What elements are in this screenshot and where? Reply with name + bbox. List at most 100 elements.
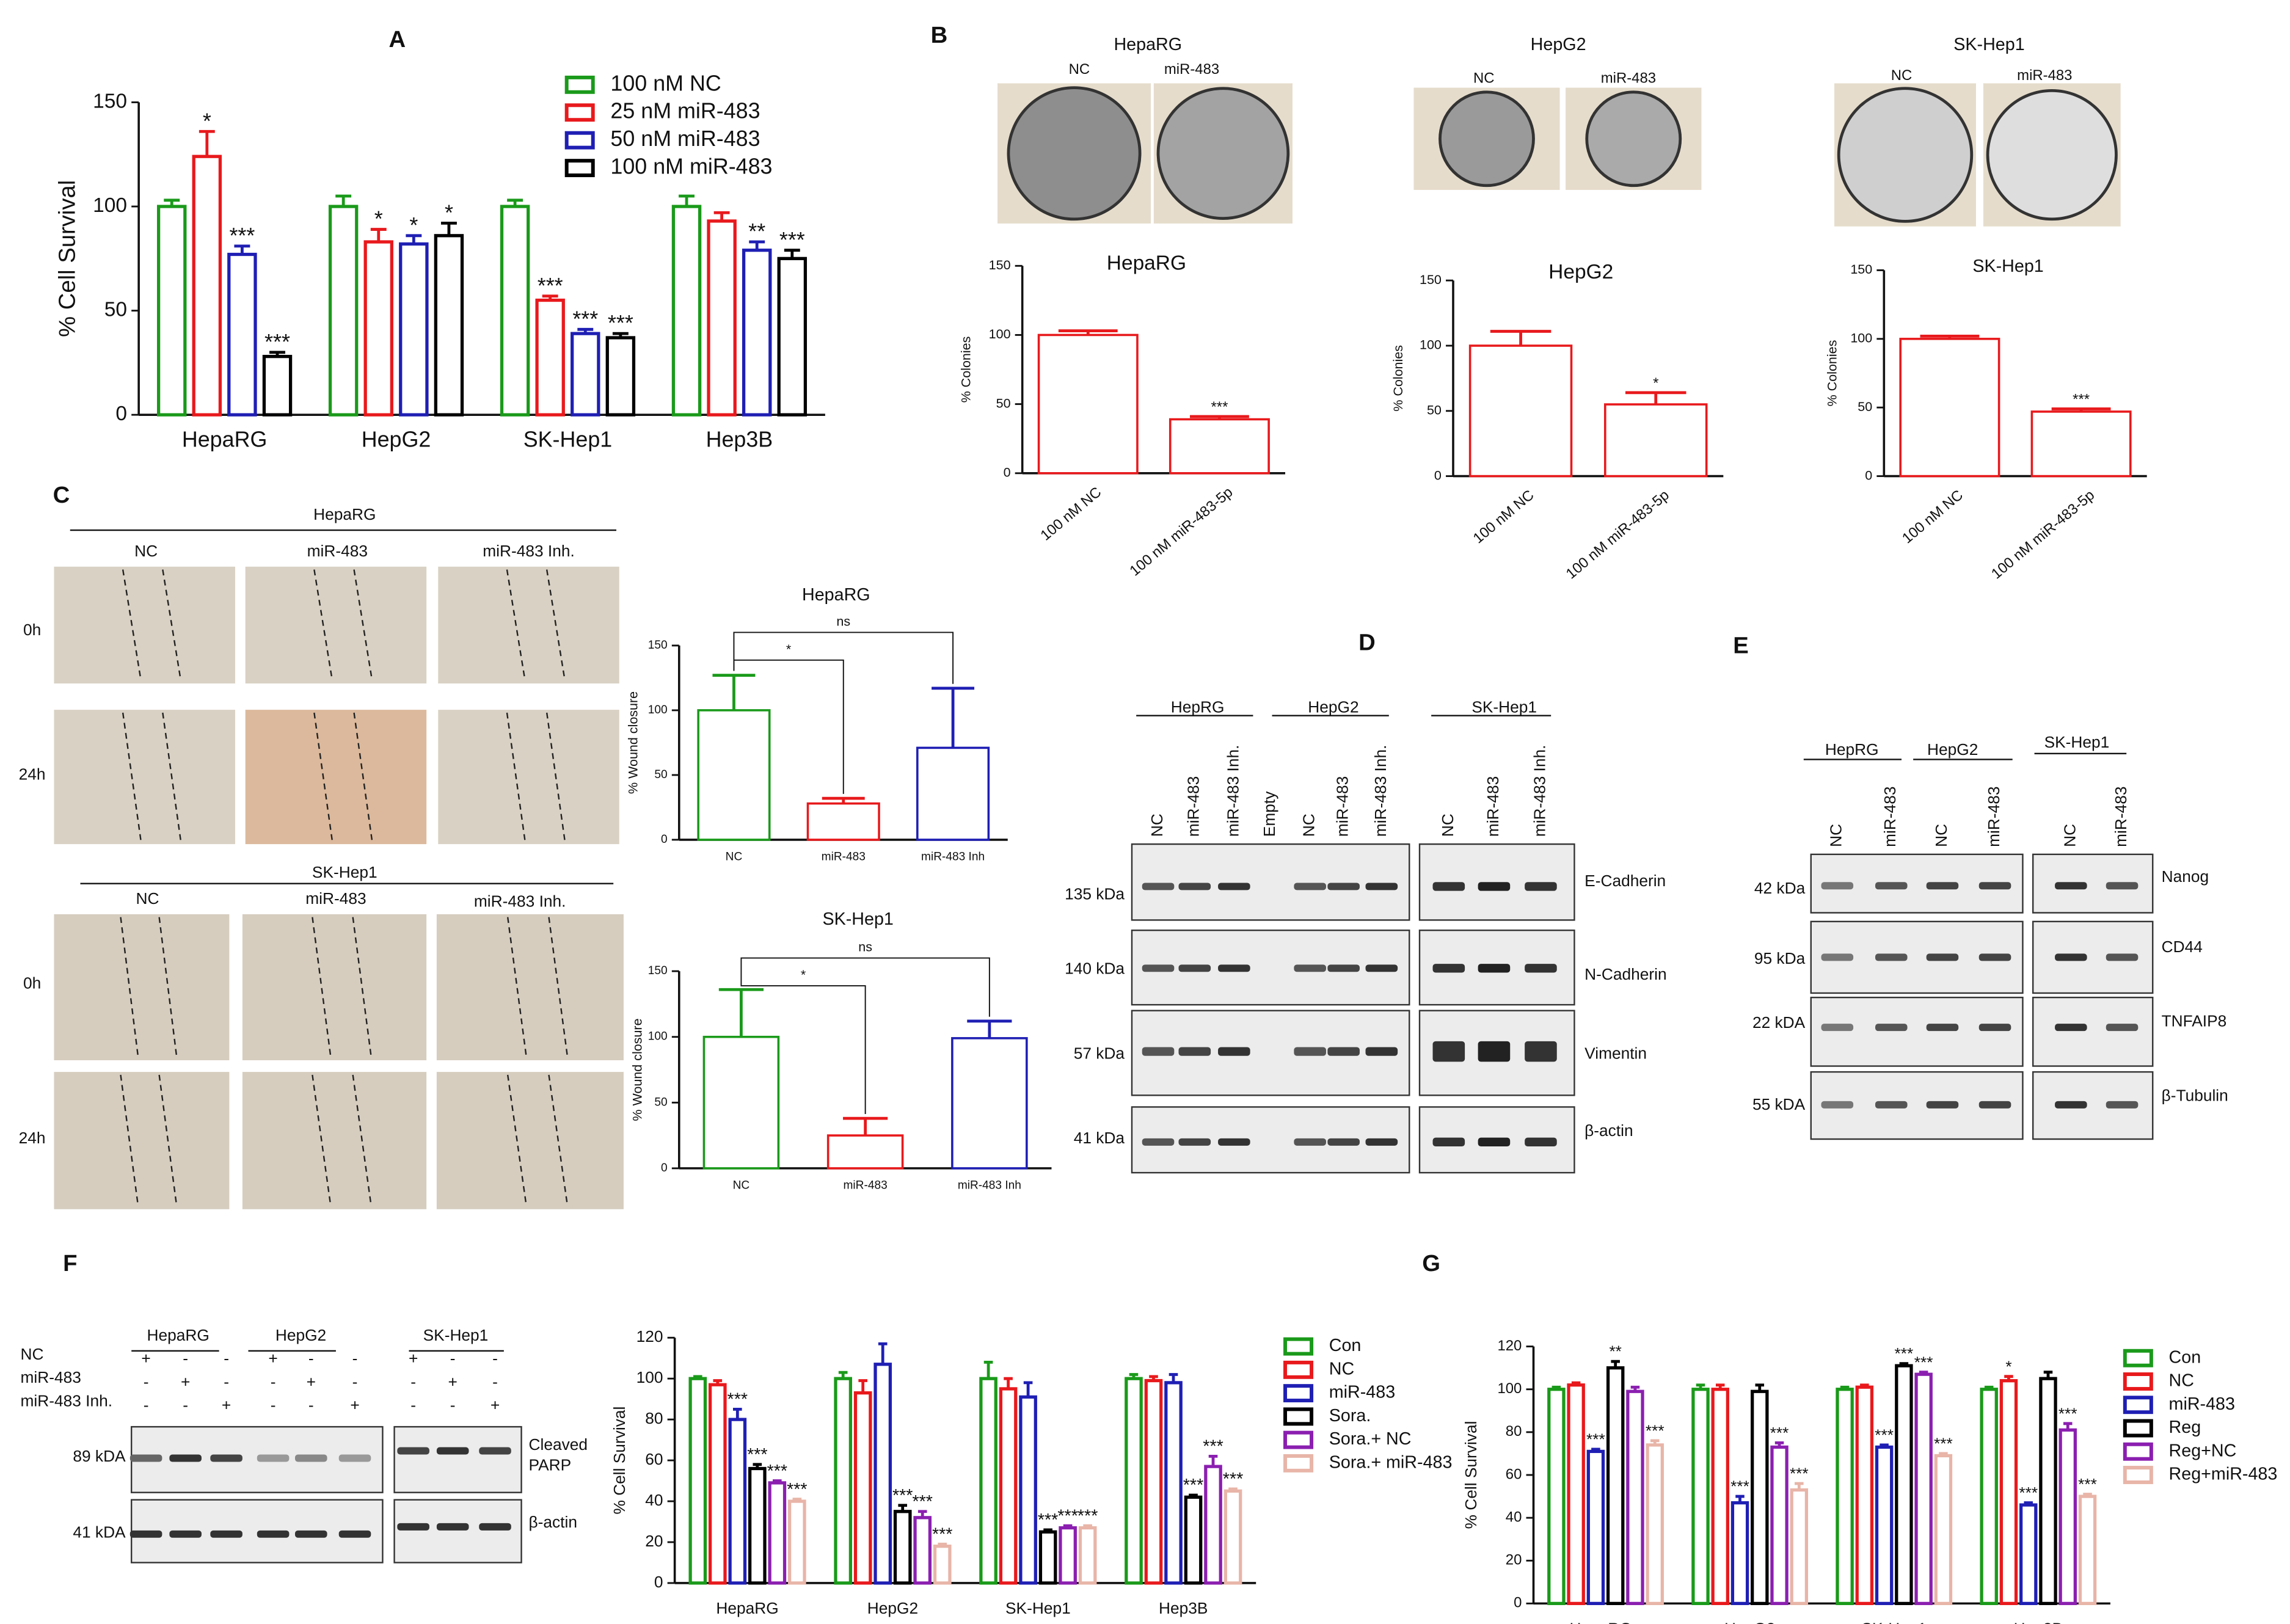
micrograph [242,914,427,1060]
legend-swatch [1283,1360,1314,1379]
label: 20 [1506,1552,1522,1568]
band [1978,1101,2011,1109]
band [2055,953,2087,961]
label: - [352,1349,358,1367]
band [1875,1024,1908,1032]
label: *** [912,1492,933,1512]
band [169,1454,202,1462]
label: C [53,482,70,508]
band [1327,883,1360,890]
band [479,1523,511,1531]
label: 0 [1514,1595,1522,1611]
error-bar [234,244,250,255]
label: PARP [529,1456,572,1474]
band [1294,1047,1326,1056]
plate [1837,87,1974,223]
label: - [308,1396,314,1415]
label: * [374,207,383,231]
band [1525,1137,1557,1147]
micrograph [438,566,619,684]
band [1821,953,1854,961]
wound-edge [120,1074,139,1207]
bar [826,1134,904,1170]
label: - [183,1396,188,1415]
bar [1711,1388,1729,1606]
bar [1125,1377,1143,1585]
label: *** [747,1445,768,1465]
error-bar [406,234,422,244]
band [436,1523,469,1531]
label: * [409,213,418,238]
label: HepaRG [802,585,870,605]
label: 42 kDa [1754,879,1806,897]
label: HepRG [1171,698,1225,716]
label: 100 nM NC [1470,487,1537,547]
label: *** [1211,399,1228,415]
legend-swatch [564,103,595,122]
bar [893,1510,912,1585]
label: SK-Hep1 [1861,1619,1927,1624]
error-bar [1571,1381,1581,1385]
label: *** [892,1486,913,1506]
label: + [141,1349,150,1367]
error-bar [713,211,730,221]
label: HepaRG [1114,35,1182,54]
label: + [307,1372,316,1391]
band [1978,1024,2011,1032]
label: * [203,109,211,133]
error-bar [1755,1383,1765,1392]
wound-edge [352,1074,372,1207]
bar [1604,403,1708,478]
label: miR-483 [1881,787,1899,847]
error-bar [1939,1452,1948,1456]
label: miR-483 [1184,776,1203,837]
error-bar [1630,1385,1640,1392]
error-bar [1004,1377,1013,1389]
label: miR-483 Inh. [1371,745,1390,837]
label: 140 kDa [1065,959,1125,978]
wound-edge [313,569,334,681]
y-axis-label: % Colonies [1391,345,1406,412]
bar [156,205,187,417]
label: *** [1646,1421,1665,1440]
error-bar [983,1361,993,1379]
error-bar [732,1408,742,1420]
micrograph [242,1072,427,1209]
band [1294,1138,1326,1146]
label: 100 nM miR-483-5p [1563,487,1672,582]
label: 135 kDa [1065,885,1125,903]
label: SK-Hep1 [1953,35,2024,54]
band [1142,883,1175,890]
wound-edge [312,1074,332,1207]
bar [2078,1495,2097,1606]
label: 100 [636,1368,663,1386]
label: Reg+NC [2169,1441,2237,1460]
label: miR-483 [1601,70,1656,87]
band [294,1530,327,1538]
plate [1007,86,1142,221]
bar [1606,1366,1625,1606]
band [129,1530,162,1538]
bar [933,1545,952,1585]
label: 0 [654,1573,663,1591]
bar [979,1377,997,1585]
label: 100 nM NC [610,71,721,95]
band [397,1447,429,1455]
label: HepaRG [147,1326,210,1344]
label: 20 [645,1532,663,1550]
label: 95 kDa [1754,949,1806,967]
label: miR-483 [1164,61,1219,78]
band [436,1447,469,1455]
label: 25 nM miR-483 [610,99,760,123]
y-axis-label: % Wound closure [625,691,640,794]
error-bar [577,327,594,334]
bar [1164,1381,1183,1585]
error-bar [1129,1373,1139,1379]
label: 50 [996,396,1011,410]
bar [1790,1488,1809,1606]
band [1142,964,1175,972]
bracket [740,957,990,1017]
label: 100 [1420,338,1442,352]
error-bar [2063,1422,2073,1430]
